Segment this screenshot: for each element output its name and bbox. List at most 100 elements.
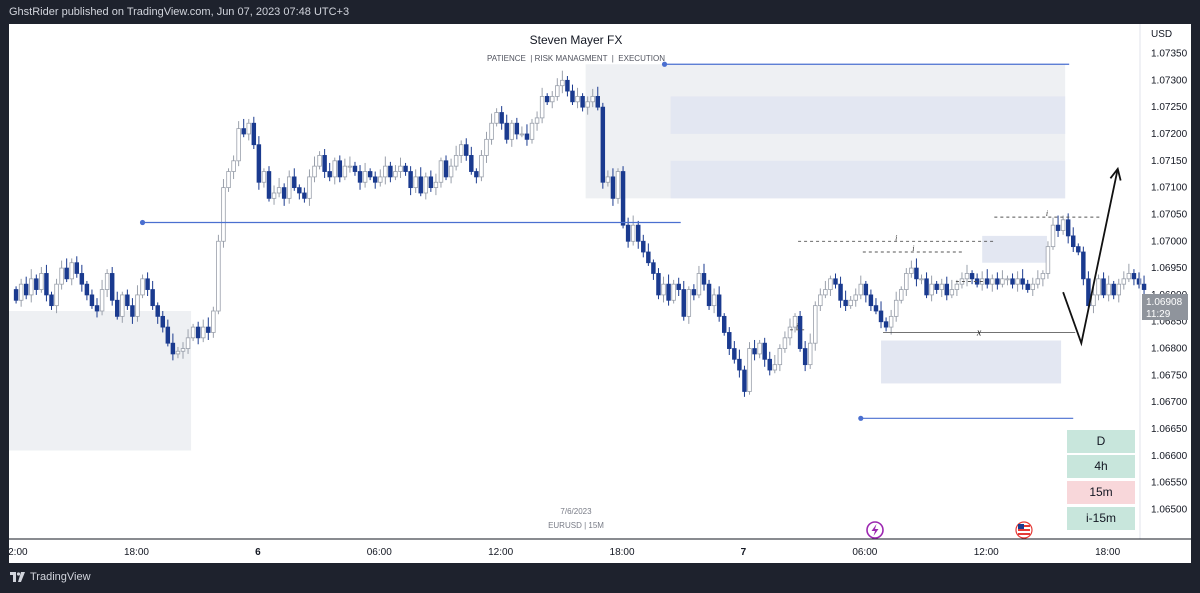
candle-body: [79, 273, 85, 285]
zone-box: [670, 160, 1066, 199]
candle-body: [383, 165, 388, 178]
candle-body: [494, 112, 499, 124]
candle-body: [858, 283, 864, 296]
candle-body: [883, 321, 889, 328]
candle-body: [54, 283, 59, 307]
candle-body: [39, 273, 44, 290]
candle-body: [372, 176, 378, 183]
candle-body: [302, 192, 307, 199]
price-tick-label: 1.06500: [1151, 504, 1188, 515]
candle-body: [1055, 224, 1061, 231]
timeframe-4h[interactable]: 4h: [1067, 455, 1135, 478]
candle-body: [964, 273, 970, 280]
us-flag-icon[interactable]: [1015, 521, 1033, 539]
candle-body: [1020, 278, 1025, 285]
candle-body: [767, 358, 772, 371]
candle-body: [929, 283, 934, 296]
candle-body: [145, 278, 150, 290]
candle-body: [828, 278, 833, 290]
time-axis[interactable]: 12:00 18:00 6 06:00 12:00 18:00 7 06:00 12:00 18:…: [9, 547, 1121, 558]
candle-body: [266, 171, 272, 199]
candle-body: [823, 289, 828, 296]
chart-frame[interactable]: i i i i x Steven Mayer FX PATIENCE | RISK MA…: [9, 24, 1191, 563]
candle-body: [312, 165, 317, 178]
price-tick-label: 1.07200: [1151, 129, 1188, 140]
candle-body: [484, 138, 489, 156]
candle-body: [84, 283, 90, 296]
candle-body: [539, 96, 545, 119]
liquidity-mark: i: [1046, 209, 1048, 218]
candle-body: [64, 267, 69, 280]
candle-body: [792, 315, 798, 328]
candle-body: [1126, 273, 1132, 280]
candle-body: [838, 283, 843, 301]
candle-body: [201, 326, 206, 339]
candle-body: [833, 278, 838, 285]
candle-body: [590, 96, 595, 103]
price-tick-label: 1.06650: [1151, 424, 1188, 435]
candle-body: [307, 176, 312, 199]
tradingview-icon: [10, 572, 25, 582]
candle-body: [69, 262, 74, 280]
candle-body: [190, 326, 196, 339]
candle-body: [727, 332, 732, 349]
candle-body: [570, 90, 575, 103]
candle-body: [261, 171, 267, 183]
candle-body: [711, 294, 717, 307]
candle-body: [251, 122, 257, 146]
candle-body: [544, 96, 550, 103]
candle-body: [175, 350, 181, 355]
candle-body: [388, 165, 393, 178]
candle-body: [954, 283, 960, 290]
candle-body: [474, 171, 479, 178]
candle-body: [565, 79, 570, 92]
candle-body: [529, 122, 535, 140]
time-tick-label: 18:00: [1095, 547, 1120, 558]
current-price: 1.06908: [1146, 297, 1183, 308]
candle-body: [651, 262, 656, 274]
candle-body: [969, 273, 975, 280]
candle-body: [448, 165, 454, 178]
candle-body: [236, 128, 241, 162]
swept-level-mark: x: [976, 327, 982, 338]
timeframe-i-15m[interactable]: i-15m: [1067, 507, 1135, 530]
tradingview-logo[interactable]: TradingView: [10, 571, 91, 583]
candle-body: [1045, 246, 1051, 274]
candle-body: [1065, 219, 1071, 237]
candle-body: [701, 273, 707, 285]
candle-body: [691, 289, 697, 296]
candle-body: [423, 176, 429, 194]
candle-body: [352, 165, 358, 172]
candle-body: [605, 176, 611, 183]
candle-body: [342, 165, 348, 178]
timeframe-15m[interactable]: 15m: [1067, 481, 1135, 504]
candle-body: [59, 267, 64, 285]
candle-body: [863, 283, 869, 296]
time-tick-label: 12:00: [9, 547, 28, 558]
candle-body: [1131, 273, 1137, 280]
candle-body: [924, 278, 929, 296]
candle-body: [130, 305, 135, 317]
timeframe-d[interactable]: D: [1067, 430, 1135, 453]
flash-icon[interactable]: [866, 521, 884, 539]
candle-body: [438, 160, 444, 183]
candle-body: [636, 224, 641, 242]
candle-body: [641, 240, 646, 253]
candle-body: [550, 96, 555, 103]
candle-body: [317, 155, 322, 167]
candlestick-chart[interactable]: i i i i x Steven Mayer FX PATIENCE | RISK MA…: [9, 24, 1191, 563]
candle-body: [1081, 251, 1086, 280]
candle-body: [362, 171, 368, 183]
zone-box: [9, 311, 192, 451]
candle-body: [868, 294, 874, 307]
publish-bar: GhstRider published on TradingView.com, …: [0, 0, 1200, 24]
supply-demand-zones: [9, 64, 1066, 451]
candle-body: [995, 278, 1000, 285]
time-tick-label: 06:00: [852, 547, 877, 558]
candle-body: [1060, 219, 1066, 231]
candle-body: [393, 171, 398, 178]
price-axis[interactable]: 1.07350 1.07300 1.07250 1.07200 1.07150 1.071…: [1151, 49, 1188, 516]
candle-body: [221, 187, 226, 242]
candle-body: [1010, 278, 1015, 285]
candle-body: [94, 305, 100, 312]
